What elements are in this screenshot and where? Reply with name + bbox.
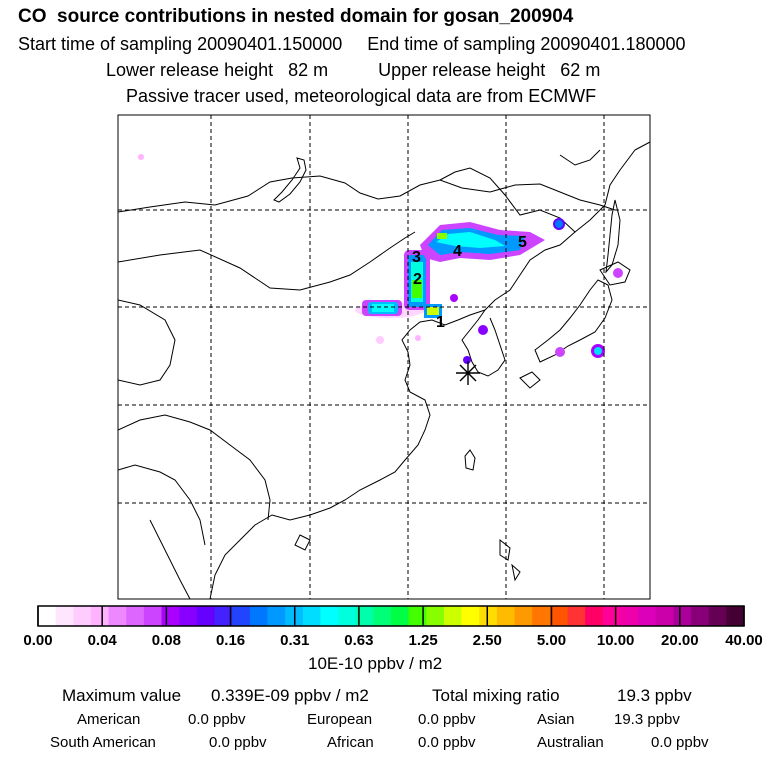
source-label-5: 5	[518, 234, 527, 251]
receptor-marker	[456, 361, 480, 385]
lower-height-label: Lower release height	[106, 60, 274, 80]
release-heights: Lower release height 82 m Upper release …	[106, 60, 600, 81]
source-label-3: 3	[412, 249, 421, 266]
map-frame	[117, 114, 651, 600]
sampling-times: Start time of sampling 20090401.150000 E…	[18, 34, 686, 55]
source-label-4: 4	[453, 243, 462, 260]
coastlines-and-borders	[118, 141, 650, 599]
sampling-end-value: 20090401.180000	[540, 34, 686, 54]
source-label-2: 2	[413, 271, 422, 288]
asian-value: 19.3 ppbv	[614, 711, 680, 728]
source-label-1: 1	[436, 314, 445, 331]
upper-height-value: 62 m	[560, 60, 601, 80]
african-label: African	[327, 734, 374, 751]
sampling-end-label: End time of sampling	[367, 34, 536, 54]
european-label: European	[307, 711, 373, 728]
asian-label: Asian	[537, 711, 575, 728]
lower-height-value: 82 m	[288, 60, 329, 80]
american-label: American	[77, 711, 141, 728]
max-value: 0.339E-09 ppbv / m2	[211, 686, 369, 705]
south-american-value: 0.0 ppbv	[209, 734, 267, 751]
total-mixing-value: 19.3 ppbv	[617, 686, 692, 705]
max-value-label: Maximum value	[62, 686, 182, 705]
colorbar-unit: 10E-10 ppbv / m2	[308, 654, 443, 673]
concentration-field	[138, 154, 623, 364]
australian-label: Australian	[537, 734, 604, 751]
tracer-note: Passive tracer used, meteorological data…	[126, 86, 597, 106]
south-american-label: South American	[50, 734, 156, 751]
european-value: 0.0 ppbv	[418, 711, 476, 728]
african-value: 0.0 ppbv	[418, 734, 476, 751]
graticule	[118, 115, 650, 599]
figure-title: CO source contributions in nested domain…	[18, 6, 574, 27]
sampling-start-value: 20090401.150000	[197, 34, 343, 54]
australian-value: 0.0 ppbv	[651, 734, 709, 751]
total-mixing-label: Total mixing ratio	[432, 686, 560, 705]
sampling-start-label: Start time of sampling	[18, 34, 193, 54]
upper-height-label: Upper release height	[378, 60, 546, 80]
american-value: 0.0 ppbv	[188, 711, 246, 728]
